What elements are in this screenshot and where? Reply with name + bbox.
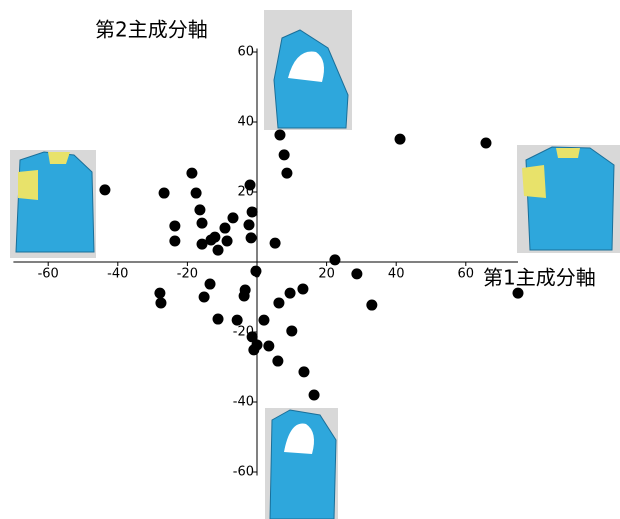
x-tick-label: -40 [107,267,128,282]
point [329,254,340,265]
point [186,168,197,179]
x-tick-label: -20 [177,267,198,282]
point [213,245,224,256]
point [274,129,285,140]
point [169,236,180,247]
point [272,356,283,367]
point [191,188,202,199]
point [245,180,256,191]
thumbnails [10,10,620,519]
point [243,219,254,230]
point [248,344,259,355]
x-axis-title: 第1主成分軸 [483,266,596,290]
x-tick-label: 60 [458,267,475,282]
point [205,279,216,290]
point [298,366,309,377]
point [227,212,238,223]
point [480,138,491,149]
torso-image-top [264,10,352,130]
point [159,188,170,199]
point [213,314,224,325]
chart: 第2主成分軸 第1主成分軸 -60-40-200204060-60-40-202… [0,0,620,519]
point [513,288,524,299]
point [286,325,297,336]
point [366,300,377,311]
y-tick-label: 60 [237,45,254,60]
point [194,204,205,215]
y-tick-label: -40 [233,395,254,410]
y-axis-title: 第2主成分軸 [95,18,208,42]
point [395,134,406,145]
y-tick-label: 40 [237,115,254,130]
point [232,315,243,326]
point [247,206,258,217]
point [199,292,210,303]
point [219,223,230,234]
point [258,315,269,326]
point [285,288,296,299]
torso-image-left [10,150,96,258]
point [169,220,180,231]
point [209,232,220,243]
point [246,232,257,243]
x-tick-label: 20 [318,267,335,282]
point [99,184,110,195]
point [263,341,274,352]
point [250,266,261,277]
point [279,149,290,160]
point [351,268,362,279]
point [281,168,292,179]
y-tick-label: -60 [233,465,254,480]
point [197,218,208,229]
point [155,297,166,308]
point [270,238,281,249]
point [239,290,250,301]
point [297,283,308,294]
point [273,297,284,308]
point [222,236,233,247]
x-tick-label: -60 [38,267,59,282]
torso-image-bottom [265,408,338,519]
point [309,390,320,401]
point [154,288,165,299]
torso-image-right [517,145,620,253]
x-tick-label: 40 [388,267,405,282]
